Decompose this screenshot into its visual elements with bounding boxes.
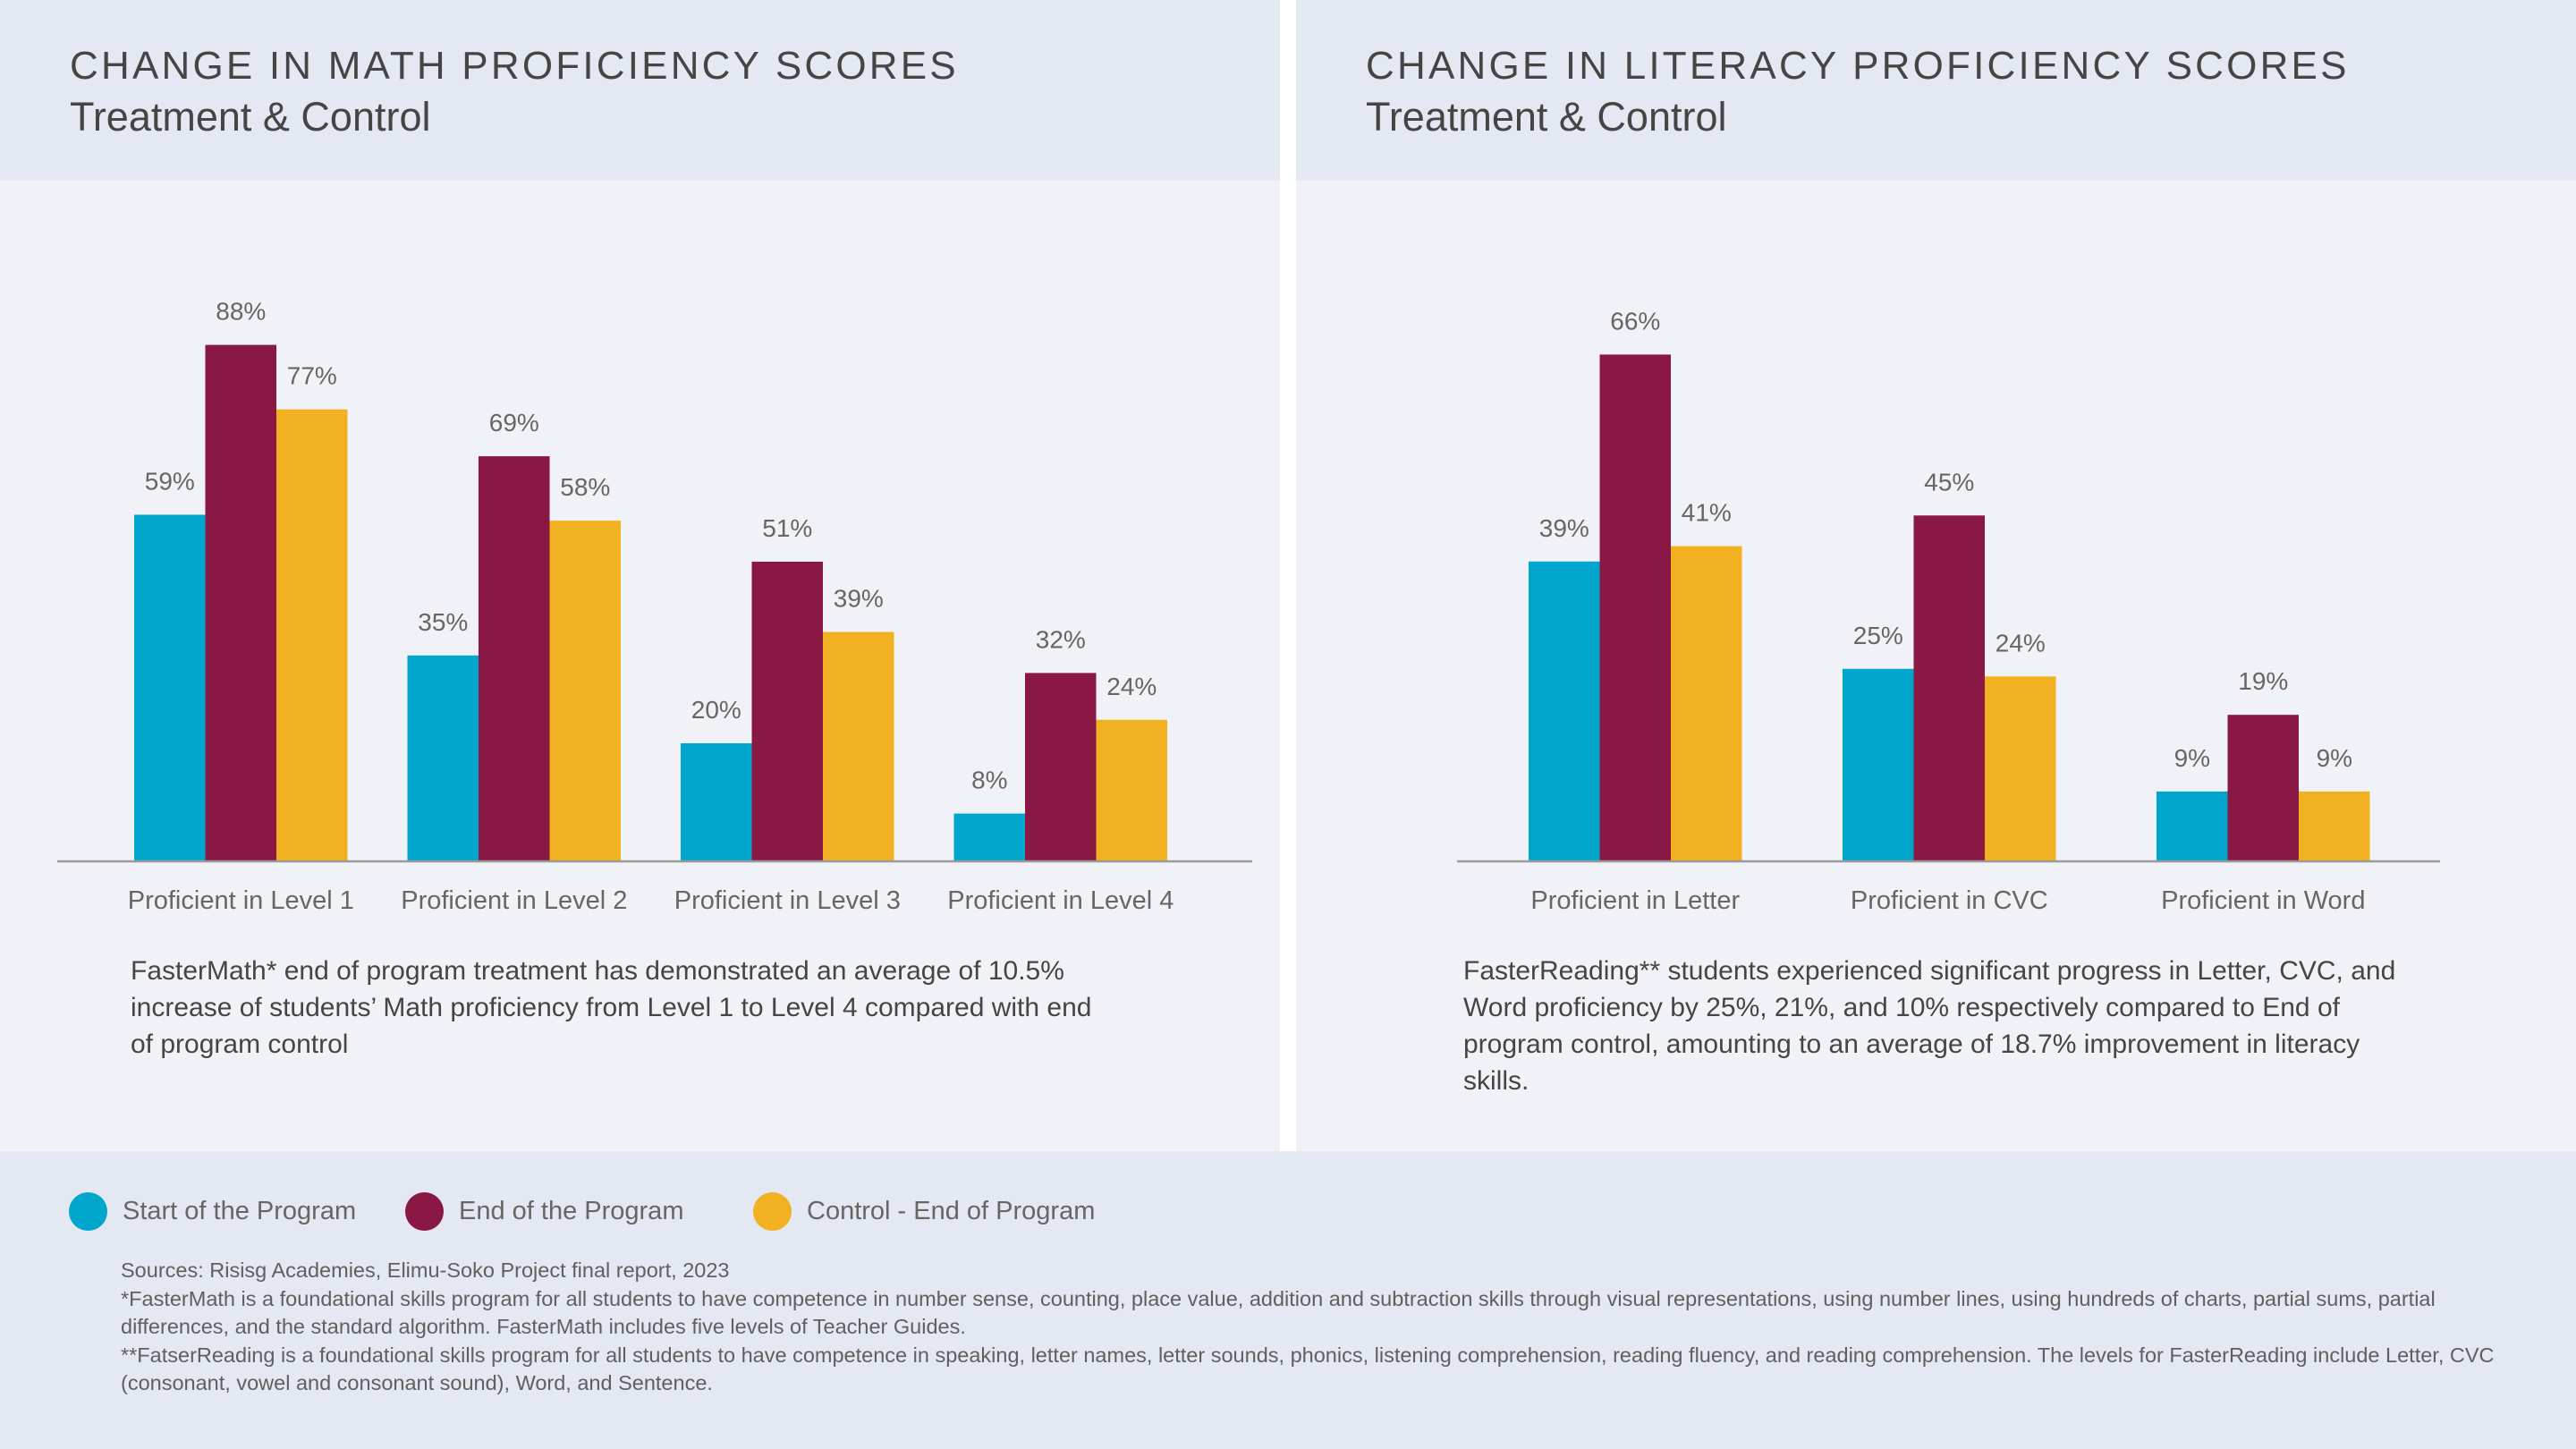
math-value-label-end-1: 88%	[216, 298, 266, 326]
math-bar-end-3	[751, 562, 823, 861]
legend-label-start: Start of the Program	[123, 1196, 357, 1225]
literacy-bar-start-3	[2157, 791, 2228, 860]
math-value-label-start-2: 35%	[418, 608, 468, 636]
math-category-label-2: Proficient in Level 2	[401, 886, 627, 915]
literacy-value-label-end-1: 66%	[1610, 307, 1660, 335]
legend-label-end: End of the Program	[459, 1196, 684, 1225]
math-bar-end-2	[479, 456, 550, 860]
literacy-value-label-start-3: 9%	[2174, 744, 2210, 772]
charts-canvas: 59% 88% 77% Proficient in Level 1 35% 69% 58% P…	[57, 298, 2440, 915]
math-value-label-start-3: 20%	[691, 696, 741, 724]
literacy-value-label-control-3: 9%	[2317, 744, 2352, 772]
fasterreading-note: **FatserReading is a foundational skills…	[121, 1343, 2495, 1395]
literacy-bar-chart: 39% 66% 41% Proficient in Letter 25% 45% 24% Pr…	[1457, 307, 2440, 915]
legend-item-control: Control - End of Program	[753, 1191, 1095, 1231]
math-value-label-end-2: 69%	[489, 409, 539, 436]
literacy-category-label-1: Proficient in Letter	[1530, 886, 1740, 915]
math-bar-start-3	[681, 743, 752, 860]
math-bar-end-1	[205, 344, 276, 861]
math-value-label-control-4: 24%	[1106, 673, 1157, 700]
literacy-chart-title: CHANGE IN LITERACY PROFICIENCY SCORES	[1366, 44, 2350, 88]
legend-swatch-end-icon	[405, 1191, 444, 1231]
math-category-label-1: Proficient in Level 1	[128, 886, 354, 915]
literacy-value-label-end-3: 19%	[2238, 667, 2288, 695]
math-chart-subtitle: Treatment & Control	[70, 94, 431, 140]
literacy-bar-start-2	[1843, 668, 1914, 861]
literacy-chart-subtitle: Treatment & Control	[1366, 94, 1727, 140]
math-value-label-end-3: 51%	[762, 514, 812, 542]
literacy-bar-end-3	[2227, 715, 2299, 860]
footnotes: Sources: Risisg Academies, Elimu-Soko Pr…	[121, 1257, 2536, 1398]
math-summary-text: FasterMath* end of program treatment has…	[131, 956, 1092, 1059]
legend-item-end: End of the Program	[405, 1191, 683, 1231]
math-bar-start-4	[953, 813, 1025, 860]
math-chart-title: CHANGE IN MATH PROFICIENCY SCORES	[70, 44, 959, 88]
literacy-bar-control-1	[1671, 546, 1742, 860]
sources-note: Sources: Risisg Academies, Elimu-Soko Pr…	[121, 1258, 730, 1282]
math-bar-control-2	[549, 521, 621, 860]
math-category-label-3: Proficient in Level 3	[674, 886, 901, 915]
math-bar-end-4	[1025, 673, 1097, 860]
math-bar-control-4	[1096, 719, 1167, 860]
legend-swatch-control-icon	[753, 1191, 792, 1231]
math-bar-control-1	[276, 409, 348, 860]
literacy-bar-end-1	[1599, 354, 1671, 860]
literacy-bar-control-3	[2299, 791, 2370, 860]
legend-label-control: Control - End of Program	[807, 1196, 1096, 1225]
math-category-label-4: Proficient in Level 4	[947, 886, 1174, 915]
math-value-label-end-4: 32%	[1036, 625, 1086, 653]
literacy-value-label-end-2: 45%	[1924, 468, 1974, 496]
literacy-bar-end-2	[1913, 515, 1985, 860]
math-value-label-control-1: 77%	[287, 362, 337, 390]
math-value-label-start-1: 59%	[145, 468, 195, 496]
math-bar-start-2	[407, 655, 479, 861]
footer: Start of the Program End of the Program …	[0, 1151, 2576, 1449]
math-bar-start-1	[134, 514, 206, 860]
math-value-label-control-2: 58%	[560, 473, 610, 501]
literacy-bar-start-1	[1529, 561, 1600, 860]
math-header: CHANGE IN MATH PROFICIENCY SCORES Treatm…	[0, 0, 1280, 181]
literacy-category-label-3: Proficient in Word	[2161, 886, 2365, 915]
legend-item-start: Start of the Program	[69, 1191, 356, 1231]
literacy-value-label-start-1: 39%	[1539, 514, 1589, 542]
math-bar-chart: 59% 88% 77% Proficient in Level 1 35% 69% 58% P…	[57, 298, 1252, 915]
fastermath-note: *FasterMath is a foundational skills pro…	[121, 1286, 2436, 1339]
legend-swatch-start-icon	[69, 1191, 107, 1231]
literacy-summary-text: FasterReading** students experienced sig…	[1463, 956, 2396, 1096]
literacy-value-label-control-1: 41%	[1682, 499, 1732, 527]
math-value-label-start-4: 8%	[971, 767, 1007, 794]
literacy-header: CHANGE IN LITERACY PROFICIENCY SCORES Tr…	[1296, 0, 2576, 181]
math-value-label-control-3: 39%	[834, 585, 884, 613]
literacy-value-label-start-2: 25%	[1853, 622, 1903, 649]
literacy-category-label-2: Proficient in CVC	[1851, 886, 2048, 915]
math-bar-control-3	[823, 631, 894, 860]
literacy-value-label-control-2: 24%	[1996, 629, 2046, 657]
literacy-bar-control-2	[1985, 676, 2056, 860]
